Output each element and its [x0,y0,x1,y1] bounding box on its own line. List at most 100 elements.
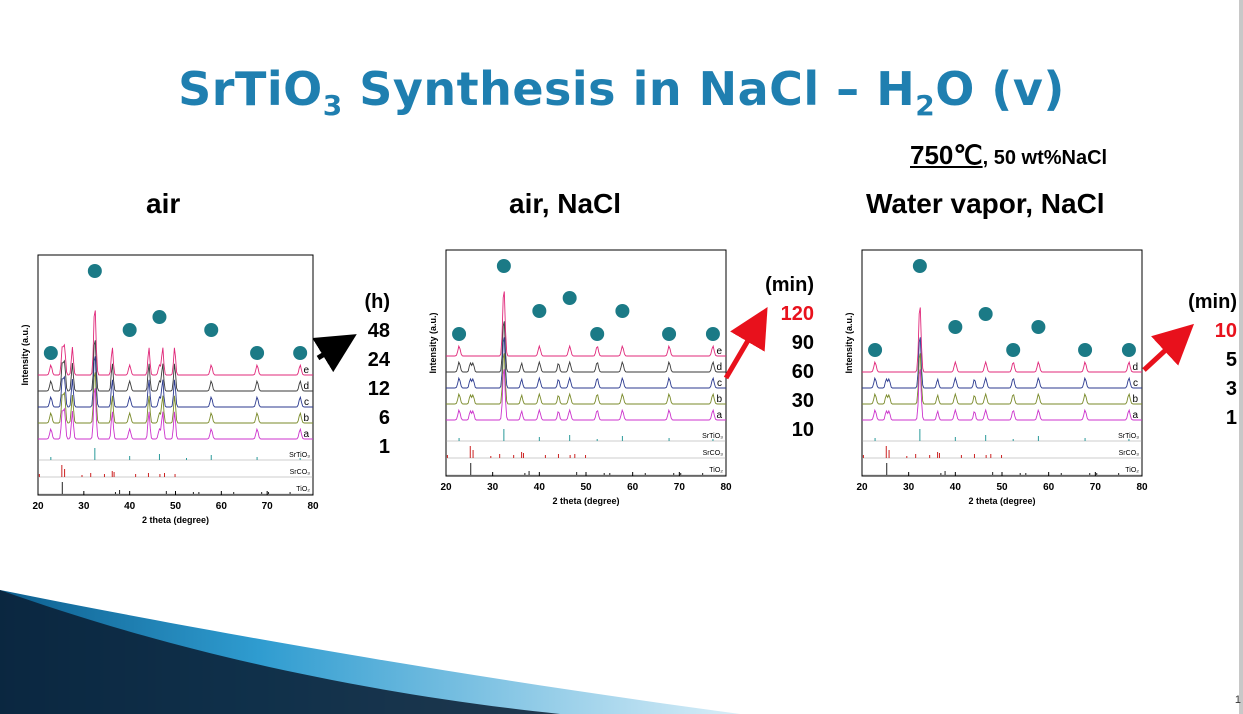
slide-right-border [1239,0,1243,714]
condition-label: 750℃, 50 wt%NaCl [910,140,1107,171]
legend-value: 60 [791,361,814,383]
legend-unit: (min) [1188,291,1237,313]
legend-value: 90 [791,332,814,354]
x-tick-label: 80 [1136,482,1148,493]
phase-marker-dot [662,327,677,341]
phase-marker-dot [496,259,511,273]
x-tick-label: 60 [627,482,639,493]
x-tick-label: 70 [1090,482,1102,493]
trace-label: c [717,378,722,389]
phase-marker-dot [1031,320,1046,334]
y-axis-label: Intensity (a.u.) [844,312,854,373]
x-tick-label: 40 [124,501,136,512]
trace-label: b [716,394,722,405]
phase-marker-dot [912,259,927,273]
x-tick-label: 20 [856,482,868,493]
arrow-icon [1142,323,1195,372]
legend-value: 12 [367,378,390,400]
legend-value: 48 [367,320,390,342]
condition-temperature: 750℃ [910,140,983,170]
x-tick-label: 20 [440,482,452,493]
phase-marker-dot [948,320,963,334]
panel-heading-water-vapor-nacl: Water vapor, NaCl [866,188,1105,219]
xrd-trace-c [446,337,726,389]
xrd-trace-e [446,291,726,357]
x-axis-label: 2 theta (degree) [552,496,619,506]
trace-label: a [303,429,309,440]
panel-heading-air-nacl: air, NaCl [509,188,622,219]
xrd-trace-a [446,369,726,421]
legend-value: 3 [1225,378,1237,400]
trace-label: b [1132,394,1138,405]
legend-value: 5 [1225,349,1237,371]
trace-label: c [1133,378,1138,389]
x-tick-label: 40 [534,482,546,493]
panel-heading-air: air [146,188,181,219]
xrd-trace-d [38,340,313,392]
phase-marker-dot [532,304,547,318]
decorative-wedge [0,590,740,714]
reference-label: SrTiO₃ [289,452,310,459]
phase-marker-dot [204,323,219,337]
legend-value: 120 [780,303,814,325]
reference-label: SrCO₃ [290,469,311,476]
xrd-trace-c [38,356,313,408]
reference-label: TiO₂ [709,467,723,474]
trace-label: c [304,397,309,408]
x-tick-label: 20 [32,501,44,512]
phase-marker-dot [452,327,467,341]
x-tick-label: 50 [996,482,1008,493]
x-tick-label: 80 [720,482,732,493]
phase-marker-dot [978,307,993,321]
legend-value: 24 [367,349,390,371]
trace-label: d [1132,362,1138,373]
x-axis-label: 2 theta (degree) [968,496,1035,506]
phase-marker-dot [705,327,720,341]
legend-unit: (min) [765,274,814,296]
phase-marker-dot [1078,343,1093,357]
legend-unit: (h) [364,291,390,313]
page-number: 1 [1234,694,1241,706]
phase-marker-dot [152,310,167,324]
trace-label: d [716,362,722,373]
x-tick-label: 30 [78,501,90,512]
reference-label: SrTiO₃ [1118,433,1139,440]
trace-label: e [303,365,309,376]
condition-details: , 50 wt%NaCl [982,147,1108,169]
xrd-trace-a [38,388,313,440]
xrd-trace-e [38,310,313,376]
xrd-trace-b [446,353,726,405]
trace-label: d [303,381,309,392]
reference-label: TiO₂ [1125,467,1139,474]
phase-marker-dot [868,343,883,357]
phase-marker-dot [590,327,605,341]
title-part-2: Synthesis in NaCl – H [342,62,916,116]
title-part-1: SrTiO [178,62,323,116]
legend-time-air-nacl: (min) 120 90 60 30 10 [754,271,814,445]
trace-label: a [716,410,722,421]
y-axis-label: Intensity (a.u.) [428,312,438,373]
xrd-trace-d [862,307,1142,373]
xrd-trace-a [862,369,1142,421]
phase-marker-dot [1006,343,1021,357]
arrow-icon [312,334,357,373]
phase-marker-dot [562,291,577,305]
slide-title: SrTiO3 Synthesis in NaCl – H2O (v) [0,62,1243,122]
legend-value: 10 [791,419,814,441]
legend-value: 1 [378,436,390,458]
trace-label: e [716,346,722,357]
x-axis-label: 2 theta (degree) [142,515,209,525]
xrd-trace-c [862,337,1142,389]
x-tick-label: 70 [674,482,686,493]
legend-time-air: (h) 48 24 12 6 1 [352,288,390,462]
title-subscript-2: 2 [915,89,936,122]
legend-value: 10 [1214,320,1237,342]
reference-label: SrCO₃ [703,450,724,457]
phase-marker-dot [87,264,102,278]
x-tick-label: 50 [580,482,592,493]
phase-marker-dot [122,323,137,337]
